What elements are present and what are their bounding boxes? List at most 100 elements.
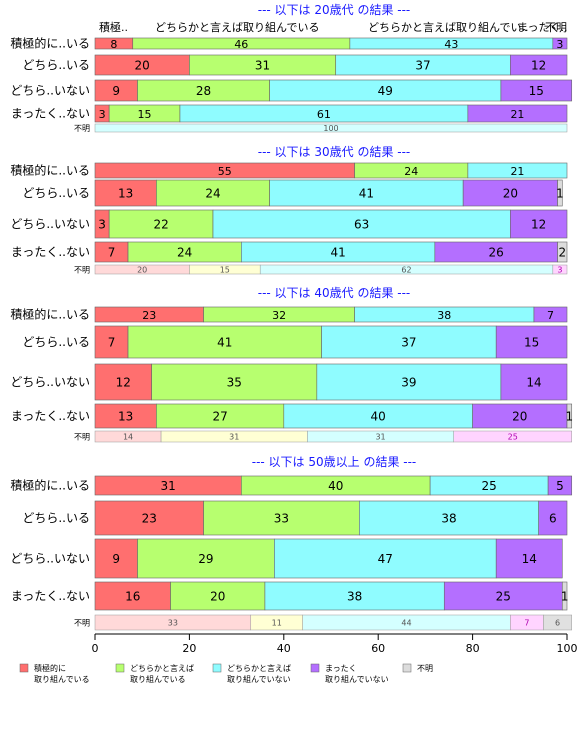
category-label: 積極的に..いる [10,307,90,322]
header-label: 不明 [545,21,567,34]
bar-segment [264,581,445,611]
category-label: どちら..いない [10,84,90,98]
bar-segment [108,209,214,239]
legend-label: どちらかと言えば [227,663,291,673]
data-label: 41 [330,246,345,260]
data-label: 40 [328,479,343,493]
unknown-segment [552,264,568,275]
category-label: 積極的に..いる [10,478,90,493]
bar-segment [156,179,270,207]
data-label: 12 [531,218,546,232]
bar-segment [467,104,568,123]
unknown-segment [543,614,572,631]
data-label: 23 [142,309,156,322]
unknown-data-label: 15 [220,266,230,275]
bar-segment [156,403,285,429]
unknown-segment [453,430,572,443]
data-label: 29 [198,552,213,566]
legend-swatch [212,663,222,673]
legend-label: まったく [325,664,357,673]
x-tick-label: 20 [182,642,196,655]
panel-title: --- 以下は 40歳代 の結果 --- [258,286,411,300]
data-label: 55 [218,165,232,178]
unknown-row-label: 不明 [74,619,90,628]
x-tick-label: 60 [371,642,385,655]
data-label: 15 [138,108,152,121]
data-label: 41 [217,336,232,350]
data-label: 31 [255,59,270,73]
data-label: 23 [142,512,157,526]
data-label: 20 [503,187,518,201]
data-label: 14 [526,376,541,390]
legend-label: 取り組んでいない [325,674,389,684]
data-label: 7 [108,336,116,350]
data-label: 43 [444,38,458,51]
legend-label: 取り組んでいない [227,674,291,684]
data-label: 20 [210,590,225,604]
bar-segment [510,209,568,239]
unknown-data-label: 7 [524,619,529,628]
data-label: 24 [404,165,418,178]
bar-segment [500,363,568,401]
unknown-data-label: 6 [555,619,560,628]
bar-segment [316,363,502,401]
category-label: どちら..いない [10,217,90,231]
data-label: 46 [234,38,248,51]
bar-segment [321,325,497,359]
data-label: 6 [549,512,557,526]
x-tick-label: 40 [277,642,291,655]
unknown-data-label: 11 [272,619,282,628]
legend-swatch [115,663,125,673]
bar-segment [94,363,152,401]
bar-segment [94,581,171,611]
panel-title: --- 以下は 50歳以上 の結果 --- [252,455,417,469]
data-label: 20 [135,59,150,73]
category-label: まったく..ない [11,409,90,423]
category-label: どちら..いる [22,186,90,200]
panel-title: --- 以下は 20歳代 の結果 --- [258,3,411,17]
bar-segment [557,241,568,263]
data-label: 15 [524,336,539,350]
bar-segment [151,363,318,401]
data-label: 38 [437,309,451,322]
data-label: 14 [522,552,537,566]
unknown-data-label: 25 [508,433,518,442]
bar-segment [359,500,539,536]
bar-segment [557,179,563,207]
data-label: 22 [153,218,168,232]
category-label: どちら..いる [22,58,90,72]
data-label: 37 [401,336,416,350]
data-label: 63 [354,218,369,232]
data-label: 38 [441,512,456,526]
data-label: 13 [118,410,133,424]
unknown-data-label: 20 [137,266,147,275]
unknown-data-label: 33 [168,619,178,628]
panel-title: --- 以下は 30歳代 の結果 --- [258,145,411,159]
data-label: 25 [481,479,496,493]
data-label: 24 [177,246,192,260]
bar-segment [94,538,138,579]
data-label: 41 [359,187,374,201]
legend-swatch [19,663,29,673]
bar-segment [533,306,568,323]
data-label: 27 [212,410,227,424]
bar-segment [137,538,275,579]
legend-swatch [402,663,412,673]
unknown-data-label: 14 [123,433,133,442]
category-label: どちら..いない [10,552,90,566]
unknown-row-label: 不明 [74,124,90,133]
header-label: どちらかと言えば取り組んでいる [155,21,319,34]
unknown-data-label: 44 [401,619,411,628]
unknown-data-label: 31 [229,433,239,442]
bar-segment [274,538,497,579]
data-label: 7 [108,246,116,260]
bar-segment [495,325,568,359]
bar-segment [561,581,568,611]
legend-swatch [310,663,320,673]
category-label: まったく..ない [11,107,90,121]
data-label: 37 [415,59,430,73]
category-label: まったく..ない [11,245,90,259]
unknown-data-label: 62 [401,266,411,275]
